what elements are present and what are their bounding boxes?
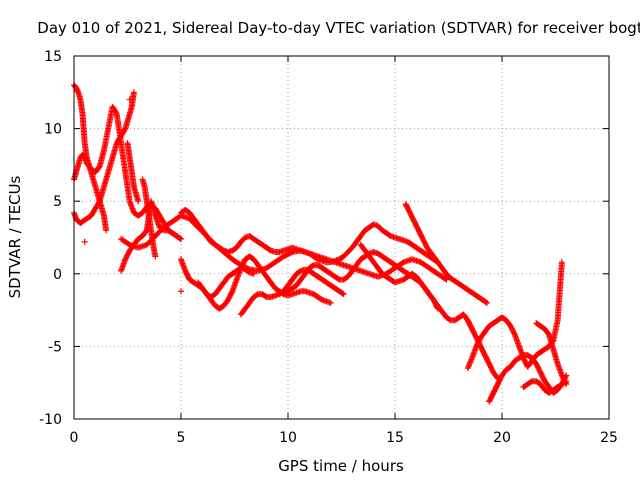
series-track-13 xyxy=(357,241,501,382)
x-tick-label: 25 xyxy=(600,430,618,446)
x-tick-label: 0 xyxy=(70,430,79,446)
data-point xyxy=(126,96,133,103)
x-tick-label: 5 xyxy=(177,430,186,446)
data-point xyxy=(228,289,235,296)
series-track-9 xyxy=(178,253,334,312)
data-point xyxy=(442,275,449,282)
y-tick-label: -5 xyxy=(48,339,62,355)
data-point xyxy=(545,330,552,337)
plot-frame xyxy=(73,55,610,420)
data-point xyxy=(176,235,183,242)
data-point xyxy=(178,288,184,295)
data-point xyxy=(484,299,491,306)
data-point xyxy=(563,381,570,388)
data-point xyxy=(142,228,149,235)
data-point xyxy=(125,240,132,247)
data-point xyxy=(81,238,88,245)
data-point xyxy=(121,126,128,133)
data-point xyxy=(178,235,184,242)
data-point xyxy=(288,249,295,256)
series-track-18 xyxy=(533,320,570,388)
data-point xyxy=(152,253,159,260)
data-point xyxy=(103,227,110,234)
series-track-17 xyxy=(520,378,570,396)
series-track-15 xyxy=(464,259,565,372)
data-point xyxy=(511,330,518,337)
series-scatter-isolated xyxy=(81,96,184,295)
data-point xyxy=(340,291,347,298)
grid-layer xyxy=(74,56,609,419)
y-tick-label: 0 xyxy=(53,267,62,283)
y-axis-label: SDTVAR / TECUs xyxy=(6,175,24,298)
x-tick-label: 20 xyxy=(493,430,511,446)
data-point xyxy=(130,89,137,96)
x-tick-label: 15 xyxy=(386,430,404,446)
series-track-11 xyxy=(237,266,347,318)
data-point xyxy=(250,270,257,277)
data-point xyxy=(482,299,489,306)
data-point xyxy=(327,299,334,306)
data-point xyxy=(95,199,102,206)
data-point xyxy=(399,260,406,267)
chart-title: Day 010 of 2021, Sidereal Day-to-day VTE… xyxy=(37,19,640,37)
y-tick-label: 5 xyxy=(53,194,62,210)
series-track-2 xyxy=(71,103,184,242)
series-track-14 xyxy=(402,201,491,306)
y-tick-label: 15 xyxy=(44,49,62,65)
data-point xyxy=(95,164,102,171)
x-tick-label: 10 xyxy=(279,430,297,446)
data-layer xyxy=(71,82,570,405)
series-track-5 xyxy=(124,140,142,205)
tick-layer: 0 5 10 15 20 25 15 10 5 0 -5 -10 xyxy=(39,49,618,446)
y-tick-label: -10 xyxy=(39,412,62,428)
data-point xyxy=(339,290,346,297)
data-point xyxy=(558,259,565,266)
x-axis-label: GPS time / hours xyxy=(278,457,404,475)
data-point xyxy=(562,379,569,386)
data-point xyxy=(135,198,142,205)
y-tick-label: 10 xyxy=(44,122,62,138)
data-point xyxy=(113,109,120,116)
series-track-3 xyxy=(71,89,137,226)
series-track-10 xyxy=(195,264,257,301)
